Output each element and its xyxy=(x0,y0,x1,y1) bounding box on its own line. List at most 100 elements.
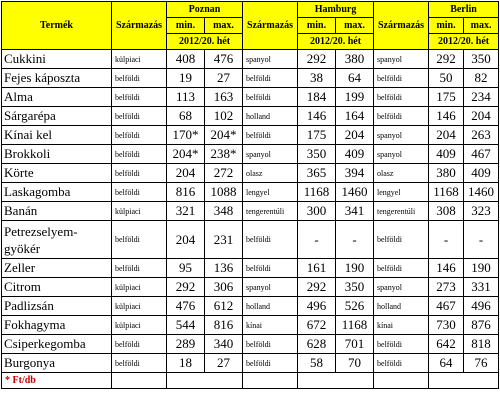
max-price-hamburg: 199 xyxy=(335,87,375,107)
origin-poznan: belföldi xyxy=(111,163,167,183)
min-price-berlin: 146 xyxy=(428,258,465,278)
max-price-poznan: 27 xyxy=(203,68,244,88)
min-price-hamburg: 365 xyxy=(297,163,337,183)
max-price-berlin: 496 xyxy=(463,296,500,316)
origin-poznan: belföldi xyxy=(111,220,167,259)
origin-poznan: belföldi xyxy=(111,353,167,373)
footnote-unit: * Ft/db xyxy=(1,372,112,389)
max-price-hamburg: 1460 xyxy=(335,182,375,202)
product-name: Kínai kel xyxy=(1,125,112,145)
origin-poznan: külpiaci xyxy=(111,296,167,316)
origin-hamburg: belföldi xyxy=(242,87,299,107)
min-price-poznan: 204 xyxy=(166,163,205,183)
table-row: Fejes káposzta belföldi 19 27 belföldi 38 64 be… xyxy=(1,68,500,88)
max-price-berlin: 876 xyxy=(463,315,500,335)
min-price-hamburg: 292 xyxy=(297,277,337,297)
max-price-poznan: 348 xyxy=(203,201,244,221)
origin-berlin: spanyol xyxy=(373,277,430,297)
min-price-berlin: 175 xyxy=(428,87,465,107)
min-price-poznan: 204 xyxy=(166,220,205,259)
header-week-berlin: 2012/20. hét xyxy=(428,33,500,50)
max-price-hamburg: 204 xyxy=(335,125,375,145)
origin-berlin: holland xyxy=(373,296,430,316)
min-price-berlin: 409 xyxy=(428,144,465,164)
min-price-hamburg: 300 xyxy=(297,201,337,221)
max-price-berlin: 263 xyxy=(463,125,500,145)
min-price-berlin: 308 xyxy=(428,201,465,221)
origin-berlin: spanyol xyxy=(373,144,430,164)
origin-poznan: belföldi xyxy=(111,125,167,145)
header-week-poznan: 2012/20. hét xyxy=(165,33,244,50)
table-body: Cukkini külpiaci 408 476 spanyol 292 380 spanyo… xyxy=(1,49,500,373)
origin-hamburg: belföldi xyxy=(242,125,299,145)
origin-poznan: külpiaci xyxy=(111,49,167,69)
max-price-berlin: 82 xyxy=(463,68,500,88)
product-name: Sárgarépa xyxy=(1,106,112,126)
product-name: Burgonya xyxy=(1,353,112,373)
origin-poznan: külpiaci xyxy=(111,277,167,297)
max-price-poznan: 340 xyxy=(203,334,244,354)
table-row: Csiperkegomba belföldi 289 340 belföldi 628 70… xyxy=(1,334,500,354)
min-price-berlin: 146 xyxy=(428,106,465,126)
origin-hamburg: belföldi xyxy=(242,68,299,88)
max-price-berlin: 350 xyxy=(463,49,500,69)
table-row: Burgonya belföldi 18 27 belföldi 58 70 belföldi… xyxy=(1,353,500,373)
origin-hamburg: belföldi xyxy=(242,334,299,354)
origin-berlin: belföldi xyxy=(373,353,430,373)
header-city-poznan: Poznan xyxy=(165,1,244,18)
origin-poznan: belföldi xyxy=(111,258,167,278)
table-row: Citrom külpiaci 292 306 spanyol 292 350 spanyol… xyxy=(1,277,500,297)
product-name: Alma xyxy=(1,87,112,107)
min-price-hamburg: 292 xyxy=(297,49,337,69)
max-price-poznan: 272 xyxy=(203,163,244,183)
max-price-poznan: 612 xyxy=(203,296,244,316)
max-price-berlin: 76 xyxy=(463,353,500,373)
origin-berlin: spanyol xyxy=(373,125,430,145)
min-price-hamburg: 350 xyxy=(297,144,337,164)
max-price-hamburg: 350 xyxy=(335,277,375,297)
max-price-poznan: 238* xyxy=(203,144,244,164)
product-name: Fokhagyma xyxy=(1,315,112,335)
min-price-poznan: 170* xyxy=(166,125,205,145)
max-price-berlin: 409 xyxy=(463,163,500,183)
origin-berlin: belföldi xyxy=(373,87,430,107)
table-row: Padlizsán külpiaci 476 612 holland 496 526 holl… xyxy=(1,296,500,316)
min-price-berlin: 642 xyxy=(428,334,465,354)
origin-berlin: belföldi xyxy=(373,220,430,259)
table-row: Alma belföldi 113 163 belföldi 184 199 belföldi… xyxy=(1,87,500,107)
min-price-berlin: 292 xyxy=(428,49,465,69)
footer-empty-cell xyxy=(373,372,430,389)
product-name: Brokkoli xyxy=(1,144,112,164)
max-price-hamburg: - xyxy=(335,220,375,259)
header-product: Termék xyxy=(1,1,112,50)
min-price-hamburg: 161 xyxy=(297,258,337,278)
origin-poznan: belföldi xyxy=(111,87,167,107)
origin-berlin: spanyol xyxy=(373,49,430,69)
min-price-poznan: 292 xyxy=(166,277,205,297)
product-name: Körte xyxy=(1,163,112,183)
origin-hamburg: belföldi xyxy=(242,258,299,278)
min-price-berlin: 730 xyxy=(428,315,465,335)
table-row: Banán külpiaci 321 348 tengerentúli 300 341 ten… xyxy=(1,201,500,221)
origin-berlin: tengerentúli xyxy=(373,201,430,221)
footer-empty-cell xyxy=(242,372,299,389)
header-max-hamburg: max. xyxy=(335,17,375,34)
header-min-hamburg: min. xyxy=(297,17,337,34)
table-row: Fokhagyma külpiaci 544 816 kínai 672 1168 kínai… xyxy=(1,315,500,335)
origin-hamburg: lengyel xyxy=(242,182,299,202)
product-name: Laskagomba xyxy=(1,182,112,202)
origin-hamburg: olasz xyxy=(242,163,299,183)
max-price-hamburg: 409 xyxy=(335,144,375,164)
max-price-poznan: 816 xyxy=(203,315,244,335)
min-price-hamburg: - xyxy=(297,220,337,259)
max-price-berlin: 234 xyxy=(463,87,500,107)
product-name: Csiperkegomba xyxy=(1,334,112,354)
min-price-berlin: 1168 xyxy=(428,182,465,202)
max-price-poznan: 163 xyxy=(203,87,244,107)
max-price-berlin: - xyxy=(463,220,500,259)
header-origin-poznan: Származás xyxy=(111,1,167,50)
table-row: Cukkini külpiaci 408 476 spanyol 292 380 spanyo… xyxy=(1,49,500,69)
table-row: Körte belföldi 204 272 olasz 365 394 olasz 380 40… xyxy=(1,163,500,183)
product-name: Fejes káposzta xyxy=(1,68,112,88)
min-price-poznan: 289 xyxy=(166,334,205,354)
